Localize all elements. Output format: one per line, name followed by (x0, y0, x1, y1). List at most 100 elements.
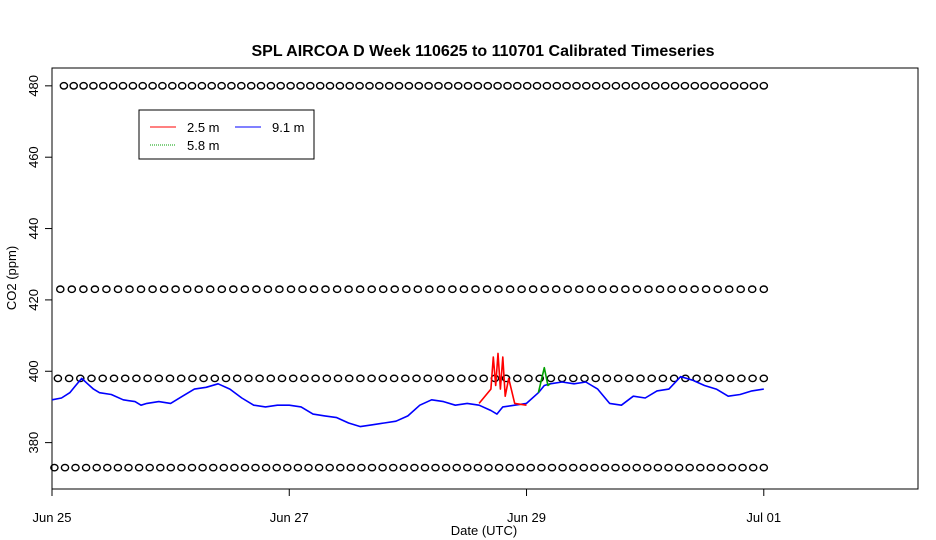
flag-marker-row3-61 (696, 463, 705, 472)
flag-marker-row0-69 (739, 81, 749, 90)
flag-marker-row2-45 (557, 374, 567, 383)
flag-marker-row0-56 (611, 81, 621, 90)
y-tick-label-1: 400 (26, 360, 41, 382)
x-tick-label-3: Jul 01 (746, 510, 781, 525)
flag-marker-row1-55 (690, 285, 699, 294)
flag-marker-row2-51 (625, 374, 634, 383)
flag-marker-row3-8 (134, 463, 144, 472)
flag-marker-row0-59 (641, 81, 650, 90)
flag-marker-row0-11 (167, 81, 177, 90)
x-tick-label-1: Jun 27 (270, 510, 309, 525)
flag-marker-row1-52 (655, 285, 665, 294)
flag-marker-row0-46 (513, 81, 522, 90)
flag-marker-row0-10 (158, 81, 167, 90)
flag-marker-row1-61 (759, 285, 769, 294)
flag-marker-row0-53 (582, 81, 591, 90)
flag-marker-row2-61 (737, 374, 746, 383)
flag-marker-row1-0 (56, 285, 65, 294)
flag-marker-row1-5 (113, 285, 123, 294)
flag-marker-row2-22 (300, 374, 309, 383)
flag-marker-row3-51 (590, 463, 599, 472)
flag-marker-row0-22 (276, 81, 286, 90)
chart-title: SPL AIRCOA D Week 110625 to 110701 Calib… (251, 43, 714, 60)
flag-marker-row2-1 (64, 374, 74, 383)
flag-marker-row2-24 (322, 374, 332, 383)
flag-marker-row0-42 (473, 81, 483, 90)
flag-marker-row0-27 (325, 81, 335, 90)
flag-marker-row0-15 (207, 81, 216, 90)
flag-marker-row2-50 (613, 374, 623, 383)
flag-marker-row2-26 (344, 374, 354, 383)
flag-marker-row0-19 (246, 81, 256, 90)
flag-marker-row1-23 (321, 285, 330, 294)
flag-marker-row1-60 (747, 285, 757, 294)
flag-marker-row0-63 (680, 81, 690, 90)
flag-marker-row1-54 (678, 285, 688, 294)
flag-marker-row3-46 (537, 463, 546, 472)
flag-marker-row1-50 (632, 285, 642, 294)
flag-marker-row0-43 (483, 81, 493, 90)
flag-marker-row3-0 (50, 463, 59, 472)
flag-marker-row0-44 (493, 81, 502, 90)
flag-marker-row1-46 (586, 285, 596, 294)
flag-marker-row0-5 (108, 81, 118, 90)
flag-marker-row3-43 (505, 463, 515, 472)
flag-marker-row3-26 (325, 463, 335, 472)
flag-marker-row3-5 (103, 463, 112, 472)
flag-marker-row3-14 (198, 463, 207, 472)
flag-marker-row3-24 (304, 463, 313, 472)
legend-label-9-1m: 9.1 m (272, 120, 305, 135)
flag-marker-row2-44 (546, 374, 556, 383)
flag-marker-row1-10 (171, 285, 180, 294)
flag-marker-row2-11 (176, 374, 186, 383)
flag-marker-row2-43 (535, 374, 545, 383)
y-tick-label-3: 440 (26, 218, 41, 240)
flag-marker-row1-4 (102, 285, 111, 294)
flag-marker-row1-38 (494, 285, 503, 294)
flag-marker-row1-32 (424, 285, 434, 294)
flag-marker-row3-47 (547, 463, 557, 472)
flag-marker-row0-40 (453, 81, 463, 90)
flag-marker-row0-55 (601, 81, 611, 90)
flag-marker-row3-60 (685, 463, 695, 472)
flag-marker-row1-57 (713, 285, 723, 294)
flag-marker-row0-17 (227, 81, 236, 90)
flag-marker-row0-65 (700, 81, 709, 90)
x-tick-label-2: Jun 29 (507, 510, 546, 525)
flag-marker-row1-6 (125, 285, 134, 294)
x-axis-label: Date (UTC) (451, 523, 517, 538)
flag-marker-row1-43 (551, 285, 561, 294)
flag-marker-row0-13 (187, 81, 197, 90)
flag-marker-row3-44 (516, 463, 525, 472)
legend: 2.5 m 5.8 m 9.1 m (138, 109, 315, 160)
flag-marker-row2-15 (221, 374, 231, 383)
flag-marker-row2-34 (434, 374, 444, 383)
flag-marker-row0-66 (710, 81, 719, 90)
flag-marker-row3-41 (484, 463, 493, 472)
flag-markers (50, 81, 769, 472)
flag-marker-row2-27 (356, 374, 365, 383)
flag-marker-row1-59 (736, 285, 746, 294)
flag-marker-row0-23 (286, 81, 295, 90)
flag-marker-row1-56 (701, 285, 711, 294)
flag-marker-row0-0 (59, 81, 69, 90)
flag-marker-row0-51 (562, 81, 571, 90)
flag-marker-row2-59 (714, 374, 724, 383)
series-line-5-8-m (537, 366, 551, 393)
flag-marker-row1-14 (217, 285, 227, 294)
flag-marker-row3-10 (155, 463, 165, 472)
flag-marker-row0-25 (305, 81, 315, 90)
flag-marker-row3-1 (60, 463, 70, 472)
flag-marker-row1-29 (390, 285, 400, 294)
flag-marker-row2-37 (468, 374, 477, 383)
flag-marker-row0-30 (355, 81, 364, 90)
flag-marker-row2-35 (445, 374, 455, 383)
flag-marker-row3-18 (240, 463, 250, 472)
flag-marker-row2-2 (76, 374, 85, 383)
flag-marker-row3-34 (410, 463, 419, 472)
flag-marker-row3-33 (399, 463, 409, 472)
flag-marker-row2-18 (255, 374, 264, 383)
flag-marker-row3-15 (208, 463, 218, 472)
flag-marker-row0-3 (89, 81, 98, 90)
series-line-9-1-m (51, 375, 764, 428)
